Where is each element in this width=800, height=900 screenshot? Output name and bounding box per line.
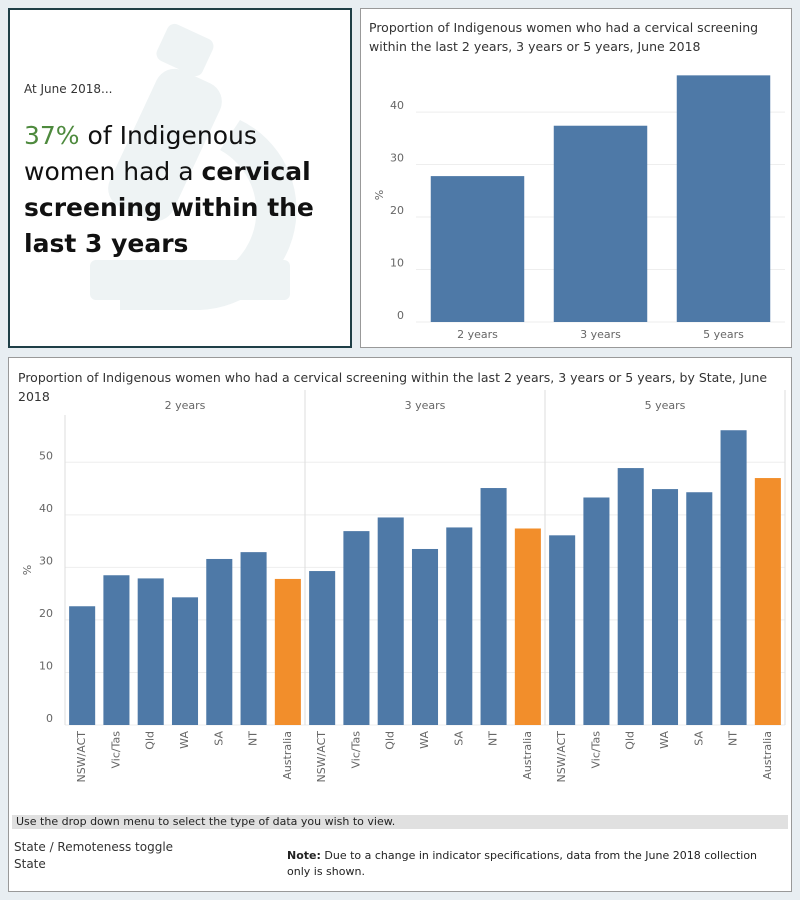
- y-tick-label: 30: [39, 554, 53, 567]
- facet-label: 5 years: [645, 399, 686, 412]
- bar: [514, 528, 541, 725]
- chart-title: Proportion of Indigenous women who had a…: [18, 370, 768, 404]
- summary-panel: At June 2018... 37% of Indigenous women …: [8, 8, 352, 348]
- bar: [617, 468, 644, 725]
- bar: [480, 488, 507, 725]
- bar: [754, 478, 781, 725]
- chart-title: Proportion of Indigenous women who had a…: [369, 20, 759, 54]
- bar: [651, 489, 679, 725]
- bar: [274, 578, 301, 725]
- bar: [377, 517, 404, 725]
- bar: [343, 531, 370, 725]
- y-axis-label: %: [373, 190, 386, 200]
- y-tick-label: 20: [390, 204, 404, 217]
- summary-text: 37% of Indigenous women had a cervical s…: [24, 118, 349, 262]
- facet-label: 2 years: [165, 399, 206, 412]
- bar: [553, 125, 648, 323]
- y-tick-label: 0: [397, 309, 404, 322]
- bar: [430, 176, 525, 322]
- x-tick-label: Vic/Tas: [109, 731, 122, 769]
- bar: [676, 75, 771, 322]
- x-tick-label: Vic/Tas: [589, 731, 602, 769]
- y-tick-label: 20: [39, 607, 53, 620]
- x-tick-label: 2 years: [457, 328, 498, 341]
- x-tick-label: Australia: [281, 731, 294, 780]
- bar: [446, 527, 473, 725]
- note-label: Note:: [287, 849, 321, 862]
- y-tick-label: 30: [390, 152, 404, 165]
- summary-body: of Indigenous women had a: [24, 121, 257, 186]
- bar: [69, 606, 96, 725]
- note: Note: Due to a change in indicator speci…: [287, 848, 777, 880]
- bar: [240, 552, 267, 725]
- summary-highlight: 37%: [24, 121, 80, 150]
- bar: [411, 548, 439, 725]
- summary-bold: cervical screening within the last 3 yea…: [24, 157, 314, 258]
- bar: [583, 497, 610, 725]
- x-tick-label: Qld: [624, 731, 637, 750]
- note-text: Due to a change in indicator specificati…: [287, 849, 758, 878]
- x-tick-label: NT: [487, 731, 500, 746]
- x-tick-label: NT: [247, 731, 260, 746]
- y-tick-label: 0: [46, 712, 53, 725]
- facet-label: 3 years: [405, 399, 446, 412]
- x-tick-label: Australia: [761, 731, 774, 780]
- instruction: Use the drop down menu to select the typ…: [12, 815, 788, 829]
- bar: [206, 558, 233, 725]
- x-tick-label: 5 years: [703, 328, 744, 341]
- y-tick-label: 40: [390, 99, 404, 112]
- microscope-icon: [90, 23, 297, 310]
- filter-value[interactable]: State: [14, 857, 46, 871]
- y-tick-label: 10: [390, 257, 404, 270]
- bar: [309, 571, 336, 725]
- bar: [720, 430, 747, 725]
- y-tick-label: 50: [39, 449, 53, 462]
- y-axis-label: %: [21, 565, 34, 575]
- bar: [686, 492, 713, 725]
- x-tick-label: NT: [727, 731, 740, 746]
- filter-label: State / Remoteness toggle: [14, 840, 174, 854]
- x-tick-label: Vic/Tas: [349, 731, 362, 769]
- x-tick-label: WA: [658, 731, 671, 749]
- x-tick-label: SA: [692, 731, 705, 746]
- x-tick-label: Qld: [384, 731, 397, 750]
- x-tick-label: Qld: [144, 731, 157, 750]
- y-tick-label: 40: [39, 502, 53, 515]
- x-tick-label: NSW/ACT: [75, 731, 88, 783]
- x-tick-label: WA: [178, 731, 191, 749]
- summary-intro: At June 2018...: [24, 82, 113, 96]
- x-tick-label: NSW/ACT: [315, 731, 328, 783]
- x-tick-label: NSW/ACT: [555, 731, 568, 783]
- x-tick-label: SA: [212, 731, 225, 746]
- x-tick-label: Australia: [521, 731, 534, 780]
- x-tick-label: SA: [452, 731, 465, 746]
- bar: [171, 597, 199, 725]
- x-tick-label: 3 years: [580, 328, 621, 341]
- bar: [137, 578, 164, 725]
- y-tick-label: 10: [39, 659, 53, 672]
- bar: [103, 575, 130, 725]
- bar: [549, 535, 576, 725]
- x-tick-label: WA: [418, 731, 431, 749]
